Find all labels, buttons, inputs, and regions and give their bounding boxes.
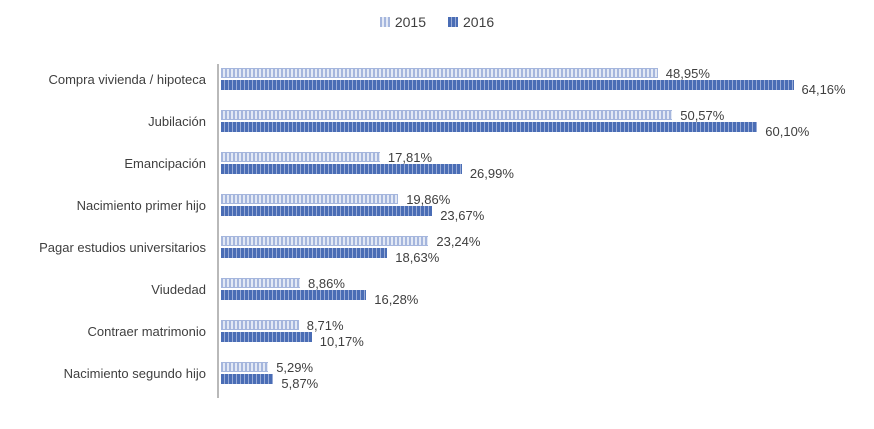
- bar-group: 50,57% 60,10%: [221, 107, 809, 138]
- legend-swatch-2016-icon: [448, 17, 458, 27]
- bar-2016: [221, 206, 433, 216]
- bar-group: 8,86% 16,28%: [221, 275, 801, 306]
- bar-2016: [221, 122, 758, 132]
- bar-2016: [221, 332, 312, 342]
- bar-2015: [221, 152, 380, 162]
- bar-line-2016: 16,28%: [221, 290, 801, 306]
- bar-line-2016: 10,17%: [221, 332, 801, 348]
- value-label-2015: 50,57%: [680, 107, 725, 123]
- category-label: Jubilación: [148, 113, 206, 129]
- bar-line-2015: 8,71%: [221, 317, 801, 333]
- bar-line-2015: 50,57%: [221, 107, 801, 123]
- value-label-2015: 48,95%: [665, 65, 710, 81]
- bar-line-2015: 5,29%: [221, 359, 801, 375]
- value-label-2016: 10,17%: [319, 333, 364, 349]
- category-label: Nacimiento primer hijo: [76, 197, 206, 213]
- chart-row: Pagar estudios universitarios 23,24% 18,63…: [0, 233, 874, 264]
- category-label: Viudedad: [151, 281, 206, 297]
- legend-item-2015: 2015: [379, 14, 426, 30]
- category-axis-line: [217, 64, 219, 398]
- value-label-2015: 5,29%: [276, 359, 314, 375]
- value-label-2016: 23,67%: [440, 207, 485, 223]
- bar-group: 5,29% 5,87%: [221, 359, 801, 390]
- bar-group: 48,95% 64,16%: [221, 65, 846, 96]
- chart-row: Nacimiento segundo hijo 5,29% 5,87%: [0, 359, 874, 390]
- chart-rows: Compra vivienda / hipoteca 48,95% 64,16% Ju…: [0, 64, 874, 398]
- value-label-2015: 8,71%: [306, 317, 344, 333]
- value-label-2015: 17,81%: [387, 149, 432, 165]
- bar-2016: [221, 80, 794, 90]
- chart-legend: 2015 2016: [0, 14, 874, 30]
- legend-label-2015: 2015: [394, 14, 426, 30]
- category-label: Emancipación: [124, 155, 206, 171]
- value-label-2015: 8,86%: [308, 275, 345, 291]
- bar-2015: [221, 110, 673, 120]
- value-label-2016: 5,87%: [281, 375, 319, 391]
- bar-line-2015: 23,24%: [221, 233, 801, 249]
- category-label: Nacimiento segundo hijo: [63, 365, 206, 381]
- legend-item-2016: 2016: [448, 14, 494, 30]
- bar-line-2015: 48,95%: [221, 65, 801, 81]
- chart-row: Contraer matrimonio 8,71% 10,17%: [0, 317, 874, 348]
- bar-group: 23,24% 18,63%: [221, 233, 801, 264]
- bar-2015: [221, 236, 429, 246]
- bar-2016: [221, 374, 274, 384]
- value-label-2015: 19,86%: [406, 191, 451, 207]
- bar-line-2016: 26,99%: [221, 164, 801, 180]
- bar-2016: [221, 164, 462, 174]
- category-label: Compra vivienda / hipoteca: [48, 71, 206, 87]
- bar-2015: [221, 362, 269, 372]
- value-label-2016: 64,16%: [801, 81, 846, 97]
- bar-2015: [221, 194, 399, 204]
- bar-line-2015: 17,81%: [221, 149, 801, 165]
- bar-2016: [221, 290, 367, 300]
- category-label: Pagar estudios universitarios: [39, 239, 206, 255]
- bar-2015: [221, 68, 658, 78]
- chart-row: Jubilación 50,57% 60,10%: [0, 107, 874, 138]
- bar-line-2016: 18,63%: [221, 248, 801, 264]
- bar-line-2016: 64,16%: [221, 80, 846, 96]
- bar-2016: [221, 248, 388, 258]
- bar-group: 17,81% 26,99%: [221, 149, 801, 180]
- chart-row: Viudedad 8,86% 16,28%: [0, 275, 874, 306]
- bar-chart: Compra vivienda / hipoteca 48,95% 64,16% Ju…: [0, 64, 874, 398]
- bar-line-2015: 8,86%: [221, 275, 801, 291]
- value-label-2016: 16,28%: [374, 291, 419, 307]
- bar-2015: [221, 320, 299, 330]
- value-label-2015: 23,24%: [436, 233, 481, 249]
- value-label-2016: 26,99%: [469, 165, 514, 181]
- category-label: Contraer matrimonio: [87, 323, 207, 339]
- legend-label-2016: 2016: [463, 14, 495, 30]
- chart-row: Compra vivienda / hipoteca 48,95% 64,16%: [0, 65, 874, 96]
- chart-row: Emancipación 17,81% 26,99%: [0, 149, 874, 180]
- bar-line-2016: 23,67%: [221, 206, 801, 222]
- bar-group: 19,86% 23,67%: [221, 191, 801, 222]
- value-label-2016: 18,63%: [395, 249, 440, 265]
- bar-line-2016: 60,10%: [221, 122, 809, 138]
- bar-line-2016: 5,87%: [221, 374, 801, 390]
- chart-row: Nacimiento primer hijo 19,86% 23,67%: [0, 191, 874, 222]
- bar-2015: [221, 278, 301, 288]
- value-label-2016: 60,10%: [765, 123, 810, 139]
- bar-line-2015: 19,86%: [221, 191, 801, 207]
- bar-group: 8,71% 10,17%: [221, 317, 801, 348]
- legend-swatch-2015-icon: [379, 17, 390, 27]
